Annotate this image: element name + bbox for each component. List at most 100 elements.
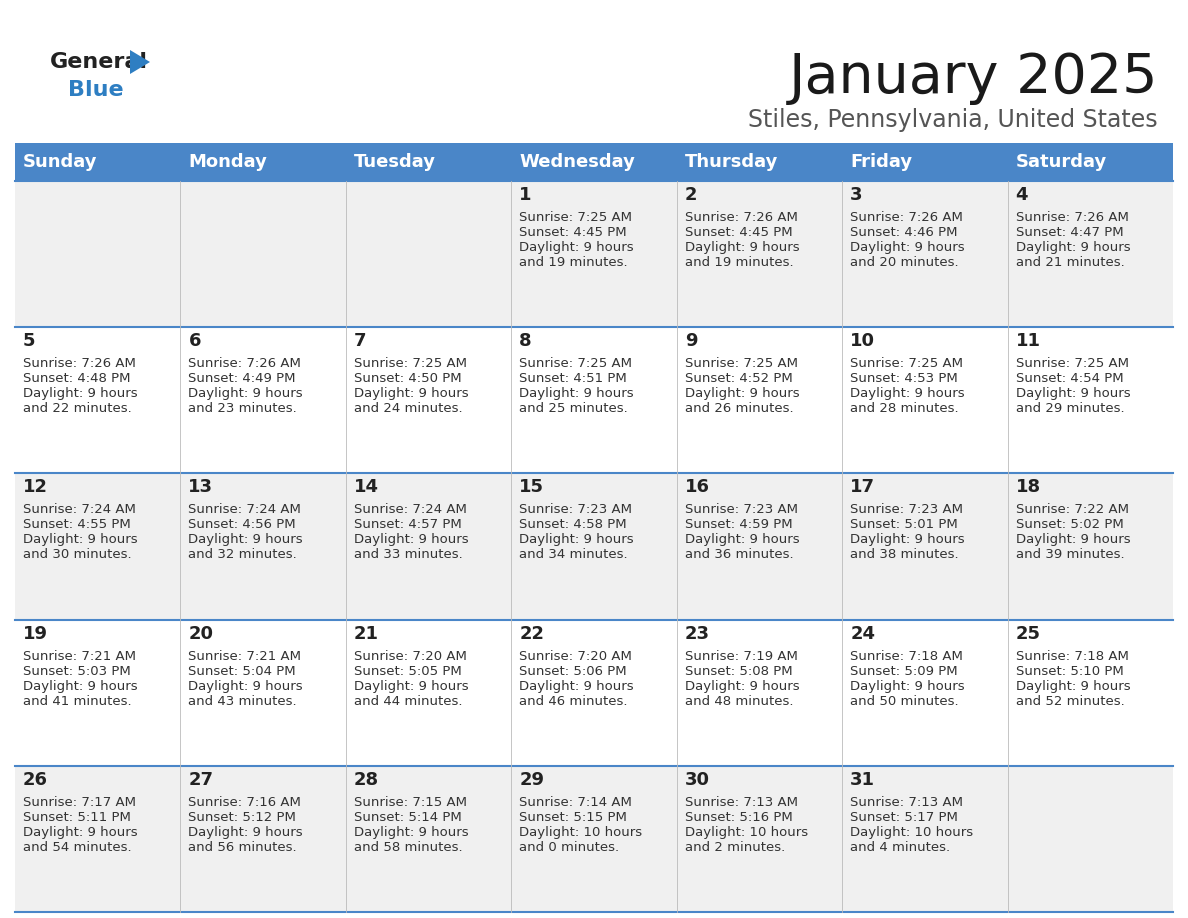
Text: 8: 8 (519, 332, 532, 350)
Text: Sunrise: 7:23 AM: Sunrise: 7:23 AM (851, 503, 963, 517)
Text: Sunrise: 7:25 AM: Sunrise: 7:25 AM (684, 357, 797, 370)
Text: Daylight: 9 hours: Daylight: 9 hours (1016, 533, 1130, 546)
Text: Sunrise: 7:18 AM: Sunrise: 7:18 AM (851, 650, 963, 663)
Text: and 54 minutes.: and 54 minutes. (23, 841, 132, 854)
Text: and 33 minutes.: and 33 minutes. (354, 548, 462, 562)
Text: Daylight: 9 hours: Daylight: 9 hours (519, 387, 634, 400)
Text: 21: 21 (354, 624, 379, 643)
Text: Daylight: 9 hours: Daylight: 9 hours (684, 679, 800, 692)
Bar (1007, 143, 1173, 181)
Text: Thursday: Thursday (684, 153, 778, 171)
Text: Sunrise: 7:24 AM: Sunrise: 7:24 AM (189, 503, 302, 517)
Bar (15, 143, 181, 181)
Text: Saturday: Saturday (1016, 153, 1107, 171)
Text: and 2 minutes.: and 2 minutes. (684, 841, 785, 854)
Polygon shape (129, 50, 150, 74)
Text: Daylight: 9 hours: Daylight: 9 hours (23, 387, 138, 400)
Text: Sunset: 4:49 PM: Sunset: 4:49 PM (189, 372, 296, 386)
Text: and 46 minutes.: and 46 minutes. (519, 695, 627, 708)
Text: and 4 minutes.: and 4 minutes. (851, 841, 950, 854)
Text: 1: 1 (519, 186, 532, 204)
Text: and 34 minutes.: and 34 minutes. (519, 548, 628, 562)
Text: 13: 13 (189, 478, 214, 497)
Text: 24: 24 (851, 624, 876, 643)
Text: Sunset: 4:51 PM: Sunset: 4:51 PM (519, 372, 627, 386)
Text: Sunrise: 7:14 AM: Sunrise: 7:14 AM (519, 796, 632, 809)
Bar (15, 620, 1173, 766)
Text: Daylight: 9 hours: Daylight: 9 hours (189, 387, 303, 400)
Bar (15, 181, 1173, 327)
Text: General: General (50, 52, 148, 72)
Text: Daylight: 9 hours: Daylight: 9 hours (23, 533, 138, 546)
Text: 27: 27 (189, 771, 214, 789)
Text: Sunrise: 7:25 AM: Sunrise: 7:25 AM (519, 357, 632, 370)
Bar (346, 143, 511, 181)
Text: Sunset: 5:06 PM: Sunset: 5:06 PM (519, 665, 627, 677)
Text: 6: 6 (189, 332, 201, 350)
Text: Daylight: 9 hours: Daylight: 9 hours (189, 533, 303, 546)
Text: Sunset: 5:01 PM: Sunset: 5:01 PM (851, 519, 958, 532)
Text: Sunset: 5:15 PM: Sunset: 5:15 PM (519, 811, 627, 823)
Text: Daylight: 9 hours: Daylight: 9 hours (354, 387, 468, 400)
Text: Sunset: 4:48 PM: Sunset: 4:48 PM (23, 372, 131, 386)
Text: and 36 minutes.: and 36 minutes. (684, 548, 794, 562)
Bar (181, 143, 346, 181)
Text: Monday: Monday (189, 153, 267, 171)
Text: 19: 19 (23, 624, 48, 643)
Text: and 39 minutes.: and 39 minutes. (1016, 548, 1124, 562)
Text: Sunrise: 7:17 AM: Sunrise: 7:17 AM (23, 796, 135, 809)
Text: Daylight: 9 hours: Daylight: 9 hours (354, 679, 468, 692)
Text: 30: 30 (684, 771, 709, 789)
Text: Daylight: 9 hours: Daylight: 9 hours (684, 241, 800, 254)
Text: Blue: Blue (68, 80, 124, 100)
Text: and 58 minutes.: and 58 minutes. (354, 841, 462, 854)
Text: Sunrise: 7:24 AM: Sunrise: 7:24 AM (23, 503, 135, 517)
Text: Sunset: 4:50 PM: Sunset: 4:50 PM (354, 372, 461, 386)
Text: Sunrise: 7:26 AM: Sunrise: 7:26 AM (851, 211, 963, 224)
Text: Sunrise: 7:22 AM: Sunrise: 7:22 AM (1016, 503, 1129, 517)
Text: Daylight: 9 hours: Daylight: 9 hours (189, 826, 303, 839)
Text: 23: 23 (684, 624, 709, 643)
Text: Sunrise: 7:19 AM: Sunrise: 7:19 AM (684, 650, 797, 663)
Text: Daylight: 9 hours: Daylight: 9 hours (851, 533, 965, 546)
Text: and 50 minutes.: and 50 minutes. (851, 695, 959, 708)
Text: Sunset: 4:56 PM: Sunset: 4:56 PM (189, 519, 296, 532)
Text: and 21 minutes.: and 21 minutes. (1016, 256, 1124, 269)
Text: Stiles, Pennsylvania, United States: Stiles, Pennsylvania, United States (748, 108, 1158, 132)
Text: and 38 minutes.: and 38 minutes. (851, 548, 959, 562)
Text: Sunset: 5:17 PM: Sunset: 5:17 PM (851, 811, 958, 823)
Text: Daylight: 9 hours: Daylight: 9 hours (354, 533, 468, 546)
Text: and 25 minutes.: and 25 minutes. (519, 402, 628, 415)
Text: Daylight: 9 hours: Daylight: 9 hours (519, 241, 634, 254)
Text: Daylight: 9 hours: Daylight: 9 hours (519, 533, 634, 546)
Text: Sunset: 5:09 PM: Sunset: 5:09 PM (851, 665, 958, 677)
Text: 20: 20 (189, 624, 214, 643)
Text: and 0 minutes.: and 0 minutes. (519, 841, 619, 854)
Text: Sunrise: 7:25 AM: Sunrise: 7:25 AM (519, 211, 632, 224)
Text: Wednesday: Wednesday (519, 153, 636, 171)
Text: 3: 3 (851, 186, 862, 204)
Text: Daylight: 10 hours: Daylight: 10 hours (519, 826, 643, 839)
Text: and 22 minutes.: and 22 minutes. (23, 402, 132, 415)
Text: 31: 31 (851, 771, 876, 789)
Text: 11: 11 (1016, 332, 1041, 350)
Text: Sunset: 4:45 PM: Sunset: 4:45 PM (519, 226, 627, 239)
Text: Daylight: 9 hours: Daylight: 9 hours (851, 387, 965, 400)
Text: Sunrise: 7:25 AM: Sunrise: 7:25 AM (1016, 357, 1129, 370)
Text: Daylight: 9 hours: Daylight: 9 hours (189, 679, 303, 692)
Text: 25: 25 (1016, 624, 1041, 643)
Text: and 19 minutes.: and 19 minutes. (519, 256, 628, 269)
Text: and 30 minutes.: and 30 minutes. (23, 548, 132, 562)
Text: and 44 minutes.: and 44 minutes. (354, 695, 462, 708)
Text: and 19 minutes.: and 19 minutes. (684, 256, 794, 269)
Text: 22: 22 (519, 624, 544, 643)
Text: Sunrise: 7:24 AM: Sunrise: 7:24 AM (354, 503, 467, 517)
Text: 16: 16 (684, 478, 709, 497)
Text: Sunset: 5:14 PM: Sunset: 5:14 PM (354, 811, 462, 823)
Text: Sunrise: 7:26 AM: Sunrise: 7:26 AM (1016, 211, 1129, 224)
Text: Sunset: 4:45 PM: Sunset: 4:45 PM (684, 226, 792, 239)
Text: 4: 4 (1016, 186, 1028, 204)
Text: Daylight: 9 hours: Daylight: 9 hours (684, 533, 800, 546)
Text: Sunrise: 7:25 AM: Sunrise: 7:25 AM (354, 357, 467, 370)
Text: and 24 minutes.: and 24 minutes. (354, 402, 462, 415)
